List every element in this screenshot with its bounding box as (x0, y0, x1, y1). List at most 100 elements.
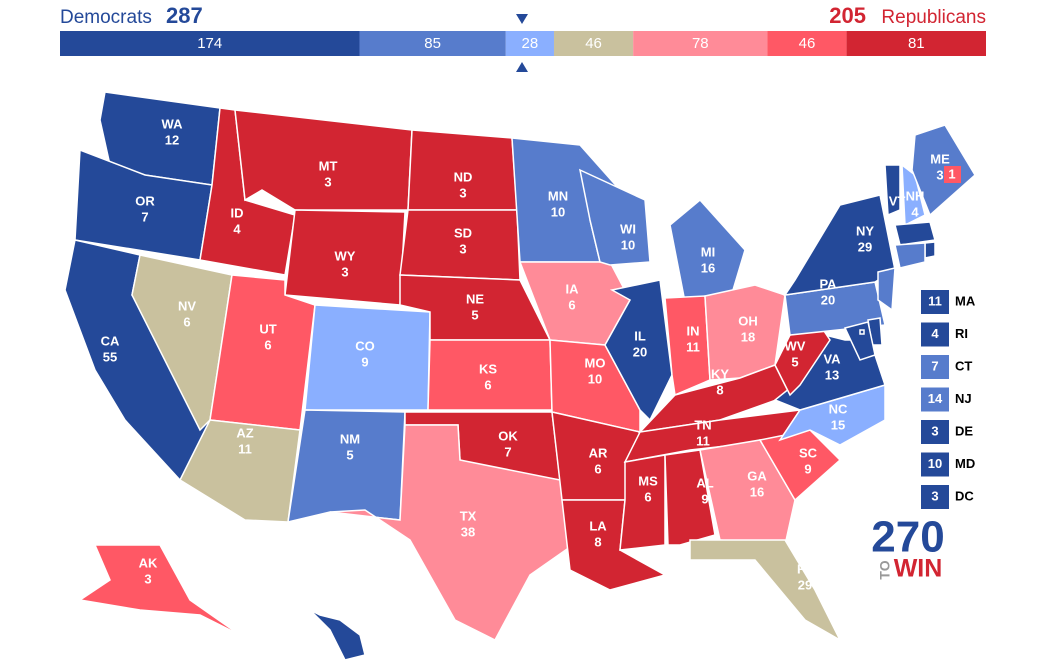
marker-bottom (516, 62, 528, 72)
state-votes: 9 (804, 461, 811, 476)
state-abbr: IN (687, 323, 700, 338)
state-votes: 15 (831, 417, 845, 432)
state-abbr: ND (454, 169, 473, 184)
state-votes: 6 (644, 489, 651, 504)
bar-segment (553, 31, 634, 56)
state-votes: 4 (233, 221, 241, 236)
state (894, 221, 936, 246)
state-votes: 3 (144, 571, 151, 586)
small-state-abbr: DE (955, 423, 973, 438)
state-votes: 5 (346, 447, 353, 462)
state-votes: 6 (264, 337, 271, 352)
state-abbr: KS (479, 361, 497, 376)
dem-total: 287 (166, 3, 203, 28)
state-abbr: WA (162, 116, 184, 131)
state-votes: 4 (318, 644, 326, 659)
state-votes: 7 (141, 209, 148, 224)
state-abbr: ME (930, 151, 950, 166)
state-abbr: MT (319, 158, 338, 173)
state (894, 242, 926, 269)
small-state-box (921, 485, 949, 509)
bar-label: 28 (522, 35, 539, 52)
state-abbr: SD (454, 225, 472, 240)
bar-label: 174 (197, 35, 222, 52)
state-votes: 10 (588, 371, 602, 386)
small-state-abbr: MD (955, 456, 975, 471)
state-abbr: GA (747, 468, 767, 483)
state-abbr: OK (498, 428, 518, 443)
district-votes: 1 (948, 166, 955, 181)
small-state-box (921, 355, 949, 379)
bar-segment (60, 31, 360, 56)
state (131, 254, 233, 432)
state-votes: 3 (459, 241, 466, 256)
state-votes: 9 (361, 354, 368, 369)
state-abbr: MS (638, 473, 658, 488)
state-abbr: WV (785, 338, 806, 353)
state-abbr: MN (548, 188, 568, 203)
small-state-votes: 3 (931, 423, 938, 438)
state-votes: 5 (471, 307, 478, 322)
state-abbr: AK (139, 555, 158, 570)
state-votes: 29 (798, 577, 812, 592)
electoral-bar: 174 85 28 46 78 46 81 (60, 31, 986, 56)
small-state-abbr: MA (955, 293, 976, 308)
bar-segment (846, 31, 986, 56)
small-state-votes: 10 (928, 456, 942, 471)
small-state-abbr: RI (955, 326, 968, 341)
state-votes: 20 (821, 292, 835, 307)
small-state-box (921, 322, 949, 347)
state (901, 163, 926, 227)
logo-number: 270 (871, 513, 944, 562)
state-abbr: OR (135, 193, 155, 208)
state-abbr: MO (585, 355, 606, 370)
state-votes: 10 (551, 204, 565, 219)
state-votes: 7 (504, 444, 511, 459)
state-abbr: KY (711, 366, 729, 381)
state-abbr: VT (889, 193, 906, 208)
state-abbr: SC (799, 445, 818, 460)
state-abbr: IL (634, 328, 646, 343)
state-abbr: FL (797, 561, 813, 576)
logo-win: WIN (894, 555, 943, 583)
state-votes: 3 (893, 209, 900, 224)
state-abbr: WI (620, 221, 636, 236)
state-votes: 11 (238, 441, 252, 456)
logo-to: TO (877, 560, 893, 579)
state-votes: 6 (594, 461, 601, 476)
district-box (944, 166, 961, 183)
state (578, 168, 651, 266)
state-votes: 13 (825, 367, 839, 382)
state (287, 409, 406, 523)
state-votes: 3 (324, 174, 331, 189)
small-state-box (921, 290, 949, 314)
state-votes: 38 (461, 524, 475, 539)
state-abbr: CO (355, 338, 375, 353)
state (877, 267, 896, 312)
state-abbr: NY (856, 223, 874, 238)
state (604, 279, 673, 422)
state-votes: 10 (621, 237, 635, 252)
state (619, 454, 666, 551)
state-abbr: LA (589, 518, 607, 533)
state (699, 439, 796, 546)
state (669, 198, 746, 303)
state-votes: 18 (741, 329, 755, 344)
small-state-box (921, 420, 949, 444)
state-abbr: ID (231, 205, 244, 220)
state (884, 164, 901, 217)
state-votes: 16 (750, 484, 764, 499)
small-state-abbr: CT (955, 358, 972, 373)
dem-label: Democrats (60, 7, 152, 28)
state (911, 124, 976, 217)
bar-segment (767, 31, 847, 56)
small-state-box (921, 452, 949, 477)
state-abbr: NM (340, 431, 360, 446)
state (843, 321, 876, 361)
bar-label: 85 (424, 35, 441, 52)
state-abbr: PA (819, 276, 837, 291)
small-state-abbr: NJ (955, 391, 972, 406)
state-votes: 11 (686, 339, 700, 354)
state-votes: 55 (103, 349, 117, 364)
